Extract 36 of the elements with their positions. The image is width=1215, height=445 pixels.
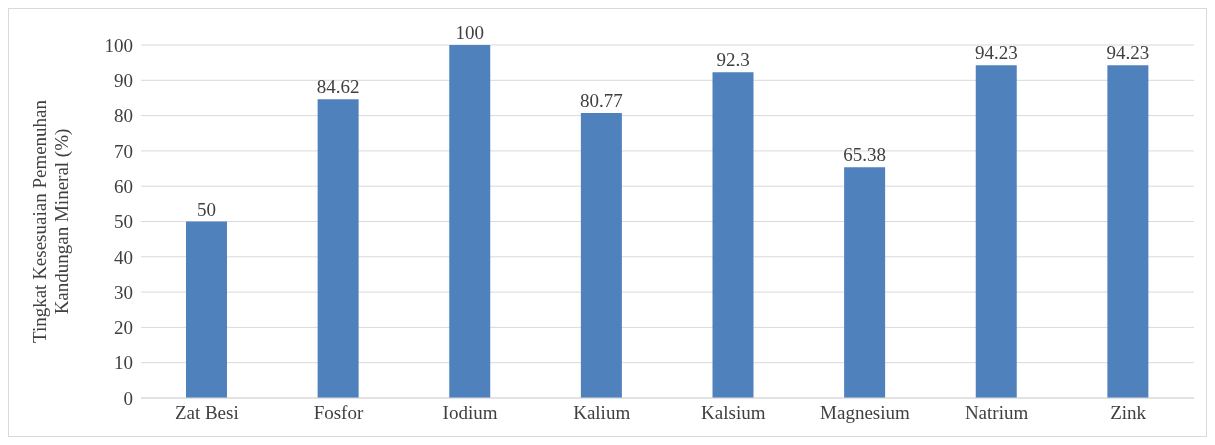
y-tick-label: 30 [114,281,133,303]
y-tick-label: 10 [114,352,133,374]
y-tick-label: 90 [114,70,133,92]
y-axis-title: Tingkat Kesesuaian Pemenuhan Kandungan Mineral (%) [29,99,73,344]
data-label: 100 [455,22,484,43]
y-tick-label: 80 [114,105,133,127]
y-tick-label: 60 [114,175,133,197]
y-tick-label: 70 [114,140,133,162]
data-label: 80.77 [580,89,623,111]
bar [317,99,359,398]
bar [975,65,1017,398]
y-tick-label: 100 [104,34,133,56]
x-tick-label: Iodium [442,402,498,424]
data-label: 92.3 [716,49,750,71]
data-label: 94.23 [1106,42,1150,64]
x-tick-label: Zink [1110,402,1147,424]
x-tick-label: Natrium [964,402,1029,424]
x-tick-label: Magnesium [820,402,911,424]
bar [1107,65,1149,398]
y-tick-label: 20 [114,317,133,339]
x-tick-label: Zat Besi [174,402,239,424]
bar [580,112,622,398]
data-label: 94.23 [974,42,1018,64]
data-label: 65.38 [843,144,886,166]
data-label: 50 [197,198,216,220]
y-tick-label: 50 [114,211,133,233]
bar [712,72,754,398]
y-tick-label: 0 [123,387,133,409]
data-label: 84.62 [316,76,360,98]
bar [449,45,491,398]
x-tick-label: Fosfor [313,402,364,424]
y-tick-label: 40 [114,246,133,268]
bar [186,221,227,398]
x-tick-label: Kalsium [701,402,766,424]
x-tick-label: Kalium [573,402,631,424]
bar [844,167,886,398]
